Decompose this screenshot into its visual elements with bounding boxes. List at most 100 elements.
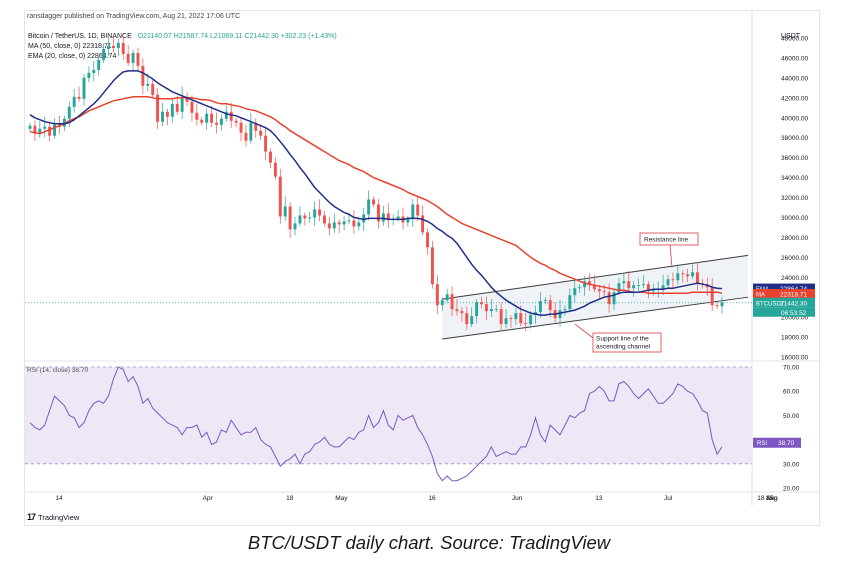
- candle-body: [102, 48, 106, 60]
- time-tick-label: 16: [428, 495, 436, 502]
- rsi-tick-label: 70.00: [783, 365, 800, 372]
- publisher-line: ransdagger published on TradingView.com,…: [27, 13, 241, 20]
- candle-body: [710, 287, 714, 306]
- time-tick-label: Jul: [664, 495, 673, 502]
- candle-body: [489, 309, 493, 312]
- candle-body: [430, 247, 434, 285]
- rsi-price-label-value: 38.70: [778, 440, 795, 447]
- price-chart: 48000.00 46000.00 44000.00 42000.00 40000.00…: [25, 11, 820, 506]
- price-tick-label: 34000.00: [781, 175, 808, 182]
- candle-body: [592, 285, 596, 290]
- time-tick-label: May: [335, 495, 348, 502]
- candle-body: [651, 289, 655, 292]
- ohlc-text: O21140.07 H21587.74 L21069.11 C21442.30 …: [137, 33, 337, 40]
- candle-body: [254, 122, 258, 131]
- support-annotation-text-1: Support line of the: [596, 336, 649, 343]
- price-tick-label: 44000.00: [781, 75, 808, 82]
- candle-body: [676, 273, 680, 281]
- candle-body: [332, 222, 336, 229]
- candle-body: [480, 302, 483, 305]
- price-tick-label: 46000.00: [781, 55, 808, 62]
- figure-caption: BTC/USDT daily chart. Source: TradingVie…: [247, 532, 611, 553]
- candle-body: [347, 220, 351, 222]
- candle-body: [322, 215, 326, 224]
- candle-body: [524, 323, 528, 325]
- candle-body: [131, 52, 135, 63]
- candle-body: [278, 176, 282, 217]
- rsi-tick-label: 20.00: [783, 486, 800, 493]
- candle-body: [48, 126, 52, 136]
- time-tick-label: Sep: [766, 495, 778, 502]
- ma-legend: MA (50, close, 0) 22318.71: [28, 43, 112, 50]
- candle-body: [308, 217, 312, 219]
- candle-body: [298, 215, 302, 224]
- candle-body: [607, 292, 611, 305]
- ema-legend: EMA (20, close, 0) 22864.74: [28, 53, 117, 60]
- candle-body: [671, 279, 675, 281]
- resistance-line: [442, 254, 749, 300]
- candle-body: [578, 287, 582, 289]
- candle-body: [77, 96, 81, 99]
- candle-body: [283, 206, 287, 217]
- time-tick-label: Apr: [203, 495, 214, 502]
- candle-body: [499, 309, 503, 325]
- candle-body: [406, 218, 410, 223]
- candle-body: [617, 283, 621, 293]
- candle-body: [185, 96, 189, 102]
- time-tick-label: 18: [757, 495, 765, 502]
- candle-body: [161, 111, 164, 122]
- candle-body: [602, 291, 606, 293]
- candle-body: [342, 221, 346, 225]
- time-tick-label: Aug: [766, 495, 778, 502]
- candle-body: [219, 118, 223, 125]
- candle-body: [445, 294, 449, 301]
- candle-body: [195, 112, 199, 120]
- candle-body: [450, 294, 454, 310]
- candle-body: [43, 126, 47, 129]
- btc-price-label-value: 21442.30: [780, 300, 807, 307]
- candle-body: [303, 215, 307, 219]
- candle-body: [470, 316, 474, 325]
- candle-body: [362, 214, 366, 223]
- price-tick-label: 40000.00: [781, 115, 808, 122]
- price-tick-label: 24000.00: [781, 275, 808, 282]
- candle-body: [475, 302, 479, 317]
- price-tick-label: 26000.00: [781, 255, 808, 262]
- resistance-annotation-box: [639, 232, 699, 246]
- rsi-tick-label: 60.00: [783, 389, 800, 396]
- rsi-price-label-box: [753, 437, 801, 448]
- candle-body: [126, 53, 130, 63]
- price-tick-label: 32000.00: [781, 195, 808, 202]
- candle-body: [411, 204, 415, 219]
- candle-body: [264, 135, 268, 152]
- resistance-arrow: [669, 244, 673, 268]
- candle-body: [273, 162, 277, 177]
- candle-body: [538, 301, 542, 313]
- candle-body: [67, 106, 71, 119]
- support-line: [442, 296, 749, 340]
- time-tick-label: 13: [595, 495, 603, 502]
- price-tick-label: 20000.00: [781, 315, 808, 322]
- candle-body: [514, 313, 518, 320]
- rsi-band: [25, 367, 752, 464]
- candle-body: [107, 45, 110, 49]
- candle-body: [681, 273, 685, 275]
- candle-body: [396, 216, 400, 219]
- candle-body: [141, 65, 145, 86]
- candle-body: [62, 118, 66, 127]
- candle-body: [484, 304, 488, 312]
- ema-price-label-box: [753, 283, 815, 294]
- price-tick-label: 30000.00: [781, 215, 808, 222]
- candle-body: [72, 96, 76, 107]
- candle-body: [543, 300, 547, 302]
- candle-body: [352, 220, 356, 227]
- candle-body: [156, 94, 160, 122]
- candle-body: [563, 309, 567, 311]
- candle-body: [695, 272, 699, 284]
- candle-body: [318, 209, 322, 216]
- candle-body: [205, 113, 209, 123]
- candle-body: [200, 119, 204, 123]
- candle-body: [151, 83, 155, 95]
- candle-body: [327, 223, 331, 229]
- symbol-line: Bitcoin / TetherUS, 1D, BINANCE O21140.0…: [28, 33, 337, 40]
